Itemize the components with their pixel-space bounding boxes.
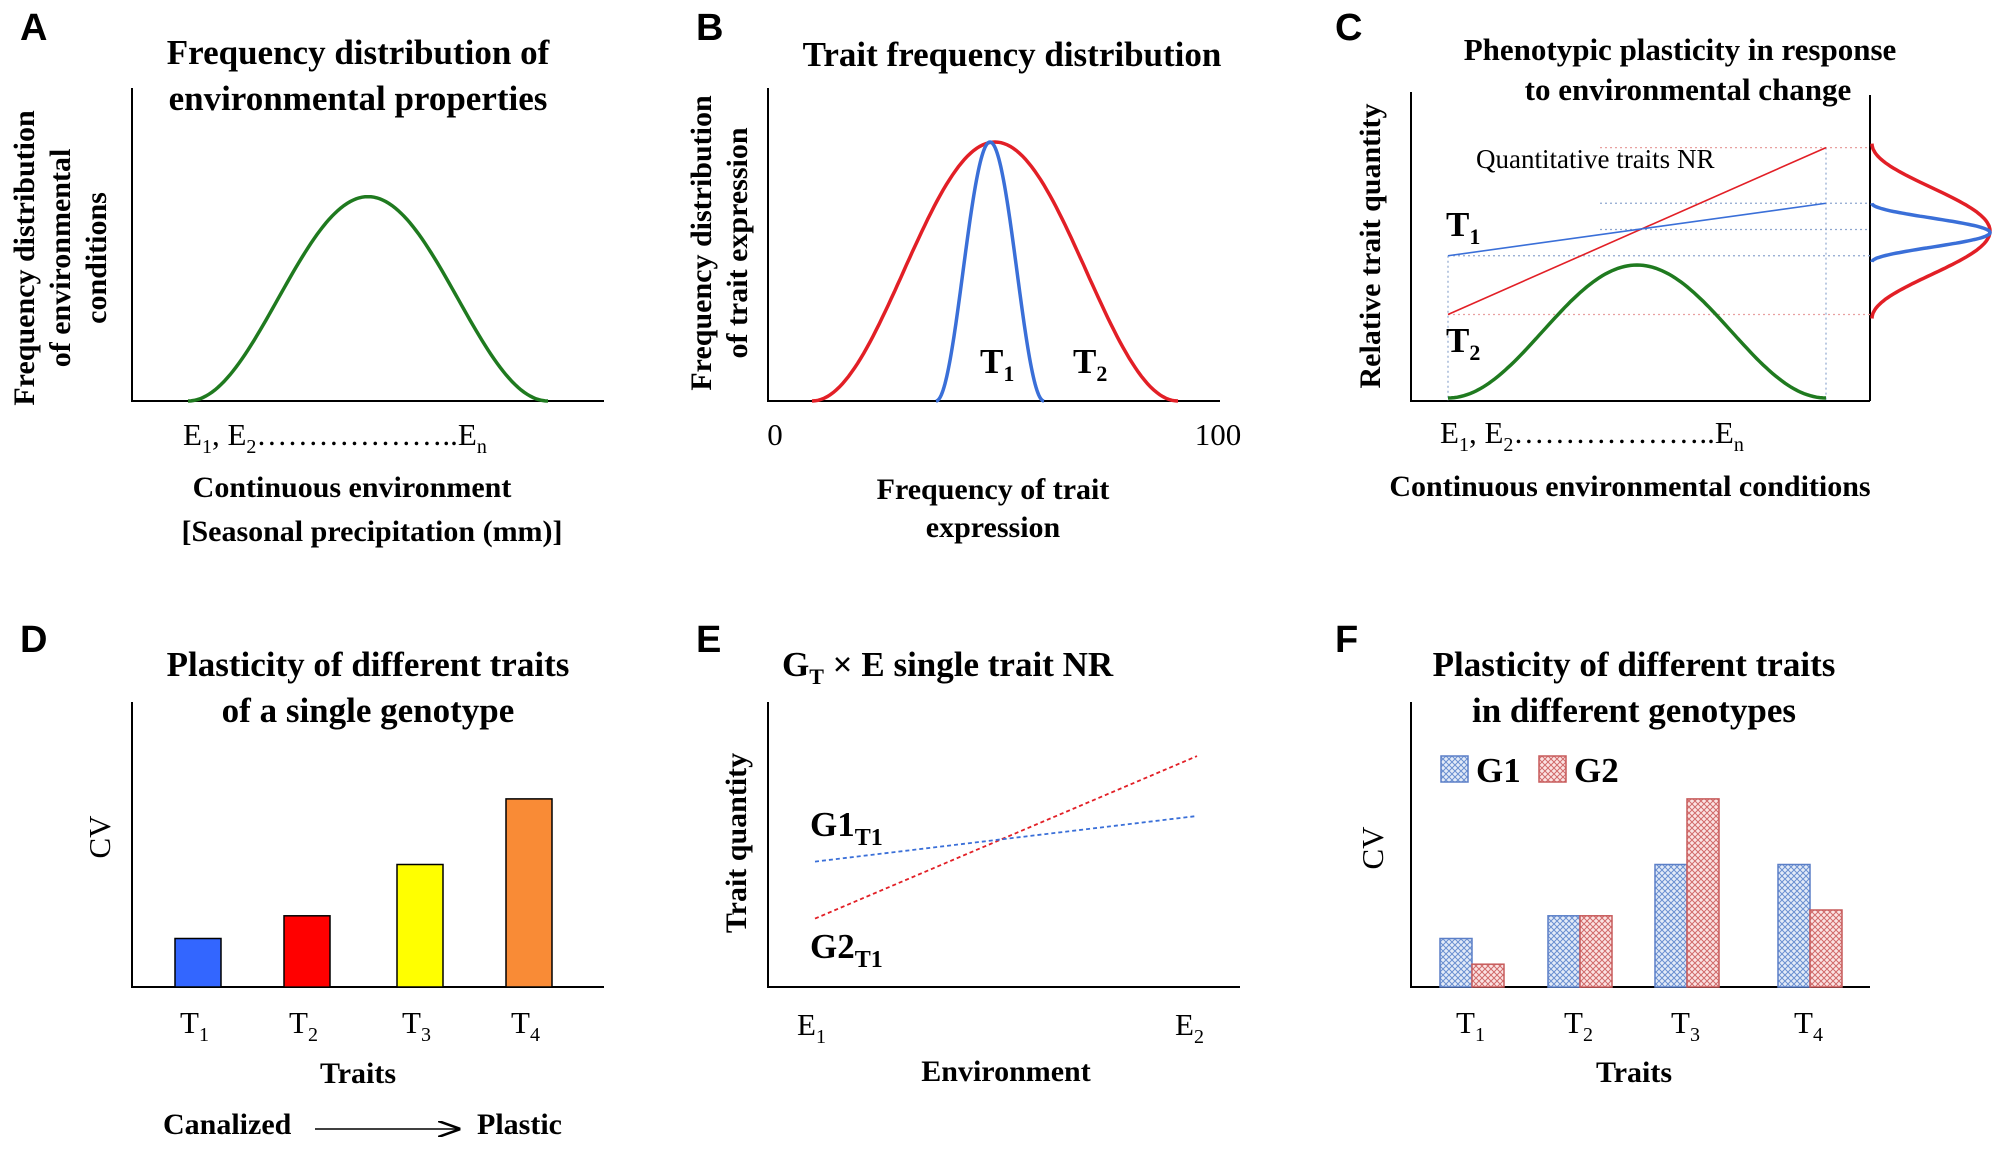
panel-c-t1-line [1447, 202, 1827, 257]
panel-f-bar-g1-t4 [1777, 863, 1811, 988]
panel-b-axes [767, 88, 1220, 402]
panel-b-t1-curve [935, 140, 1045, 403]
panel-a-environment-curve [187, 194, 549, 403]
panel-e-xlabel: Environment [921, 1055, 1090, 1088]
panel-b-ylabel-line2: of trait expression [721, 127, 754, 358]
legend-g2-swatch [1538, 755, 1567, 783]
panel-f-ylabel: CV [1355, 826, 1390, 870]
panel-e-ylabel: Trait quantity [720, 753, 753, 933]
panel-b-t2-label: T2 [1073, 342, 1107, 386]
panel-d-tick-t2: T2 [289, 1005, 318, 1046]
panel-b-ylabel-line1: Frequency distribution [685, 95, 718, 391]
panel-f-legend: G1 G2 [1440, 751, 1619, 790]
panel-f-bar-g2-t2 [1579, 915, 1613, 988]
panel-b-xlabel-line1: Frequency of trait [877, 473, 1110, 506]
panel-e-title: GT × E single trait NR [782, 645, 1114, 689]
panel-e-x-tick-e1: E1 [797, 1007, 826, 1048]
panel-d-letter: D [20, 619, 47, 661]
panel-d-tick-t1: T1 [180, 1005, 209, 1046]
panel-c-t2-line [1447, 146, 1827, 316]
panel-c-letter: C [1335, 7, 1362, 49]
panel-f-tick-t3: T3 [1671, 1005, 1700, 1046]
panel-c-t1-side-curve [1870, 202, 1992, 263]
panel-d-axes [131, 702, 604, 988]
panel-d-title-line2: of a single genotype [222, 691, 515, 730]
panel-d-bars [174, 798, 553, 988]
panel-f-bar-g1-t1 [1439, 937, 1473, 988]
panel-a-x-tick: E1, E2………………..En [183, 417, 487, 458]
panel-d-bar-t3 [396, 863, 444, 988]
panel-c-t1-label: T1 [1446, 205, 1480, 249]
panel-f-bar-g2-t3 [1686, 798, 1720, 988]
panel-d-bar-t4 [505, 798, 553, 988]
panel-d-bar-t1 [174, 937, 222, 988]
panel-c-t2-label: T2 [1446, 321, 1480, 365]
panel-f-tick-t2: T2 [1564, 1005, 1593, 1046]
legend-g1-label: G1 [1476, 751, 1521, 790]
panel-c-annotation: Quantitative traits NR [1476, 144, 1714, 174]
panel-b: B Trait frequency distribution Frequency… [685, 7, 1241, 544]
panel-a-ylabel-line3: conditions [80, 192, 113, 324]
panel-a-letter: A [20, 7, 47, 49]
panel-b-title: Trait frequency distribution [803, 35, 1222, 74]
panel-c-x-tick: E1, E2………………..En [1440, 415, 1744, 456]
panel-e-axes [767, 702, 1240, 988]
panel-f-bar-g1-t3 [1654, 863, 1688, 988]
panel-f-title-line2: in different genotypes [1472, 691, 1796, 730]
panel-e-x-tick-e2: E2 [1175, 1007, 1204, 1048]
panel-d-tick-t3: T3 [402, 1005, 431, 1046]
panel-b-xlabel-line2: expression [926, 511, 1061, 544]
panel-d-bar-t2 [283, 915, 331, 988]
panel-d-x-ticks: T1 T2 T3 T4 [180, 1005, 540, 1046]
panel-f-bar-g1-t2 [1547, 915, 1581, 988]
panel-a-axes [131, 88, 604, 402]
panel-b-letter: B [696, 7, 723, 49]
panel-c-xlabel: Continuous environmental conditions [1389, 470, 1870, 503]
panel-c-title-line1: Phenotypic plasticity in response [1464, 32, 1897, 67]
panel-e-letter: E [696, 619, 721, 661]
panel-b-t2-curve [811, 140, 1179, 403]
panel-d-title-line1: Plasticity of different traits [167, 645, 570, 684]
panel-e-g2-label: G2T1 [810, 927, 883, 973]
canalized-label: Canalized [163, 1108, 292, 1141]
panel-f-bar-g2-t4 [1809, 909, 1843, 988]
panel-c-axes [1410, 92, 1870, 402]
panel-f-tick-t1: T1 [1456, 1005, 1485, 1046]
panel-a: A Frequency distribution of environmenta… [8, 7, 604, 548]
panel-f-bars [1439, 798, 1843, 988]
panel-a-xlabel-line2: [Seasonal precipitation (mm)] [181, 515, 562, 548]
legend-g1-swatch [1440, 755, 1469, 783]
panel-d-xlabel: Traits [320, 1057, 396, 1090]
panel-f-x-ticks: T1 T2 T3 T4 [1456, 1005, 1823, 1046]
panel-f-letter: F [1335, 619, 1358, 661]
panel-a-title-line1: Frequency distribution of [167, 33, 550, 72]
panel-c-ylabel: Relative trait quantity [1354, 104, 1387, 389]
panel-b-x-tick-max: 100 [1195, 417, 1242, 452]
panel-a-ylabel-line1: Frequency distribution [8, 110, 41, 406]
panel-a-ylabel-line2: of environmental [44, 149, 77, 368]
legend-g2-label: G2 [1574, 751, 1619, 790]
panel-c-title-line2: to environmental change [1525, 72, 1852, 107]
panel-e-g2-line [814, 755, 1198, 920]
panel-c-environment-curve [1447, 263, 1827, 400]
panel-e: E GT × E single trait NR Trait quantity … [696, 619, 1240, 1088]
panel-a-title-line2: environmental properties [169, 79, 548, 118]
panel-f-xlabel: Traits [1596, 1056, 1672, 1089]
panel-e-g1-label: G1T1 [810, 805, 883, 851]
panel-d: D Plasticity of different traits of a si… [20, 619, 604, 1141]
panel-e-g1-line [814, 815, 1198, 863]
panel-c-t2-side-curve [1870, 143, 1992, 319]
panel-f: F Plasticity of different traits in diff… [1335, 619, 1870, 1089]
panel-b-x-tick-min: 0 [767, 417, 783, 452]
panel-a-xlabel-line1: Continuous environment [193, 471, 512, 504]
panel-f-title-line1: Plasticity of different traits [1433, 645, 1836, 684]
panel-f-bar-g2-t1 [1471, 963, 1505, 988]
panel-d-tick-t4: T4 [511, 1005, 540, 1046]
panel-c: C Phenotypic plasticity in response to e… [1335, 7, 1992, 503]
plastic-label: Plastic [477, 1108, 562, 1141]
panel-d-ylabel: CV [82, 815, 117, 859]
panel-f-tick-t4: T4 [1794, 1005, 1823, 1046]
panel-b-t1-label: T1 [980, 342, 1014, 386]
